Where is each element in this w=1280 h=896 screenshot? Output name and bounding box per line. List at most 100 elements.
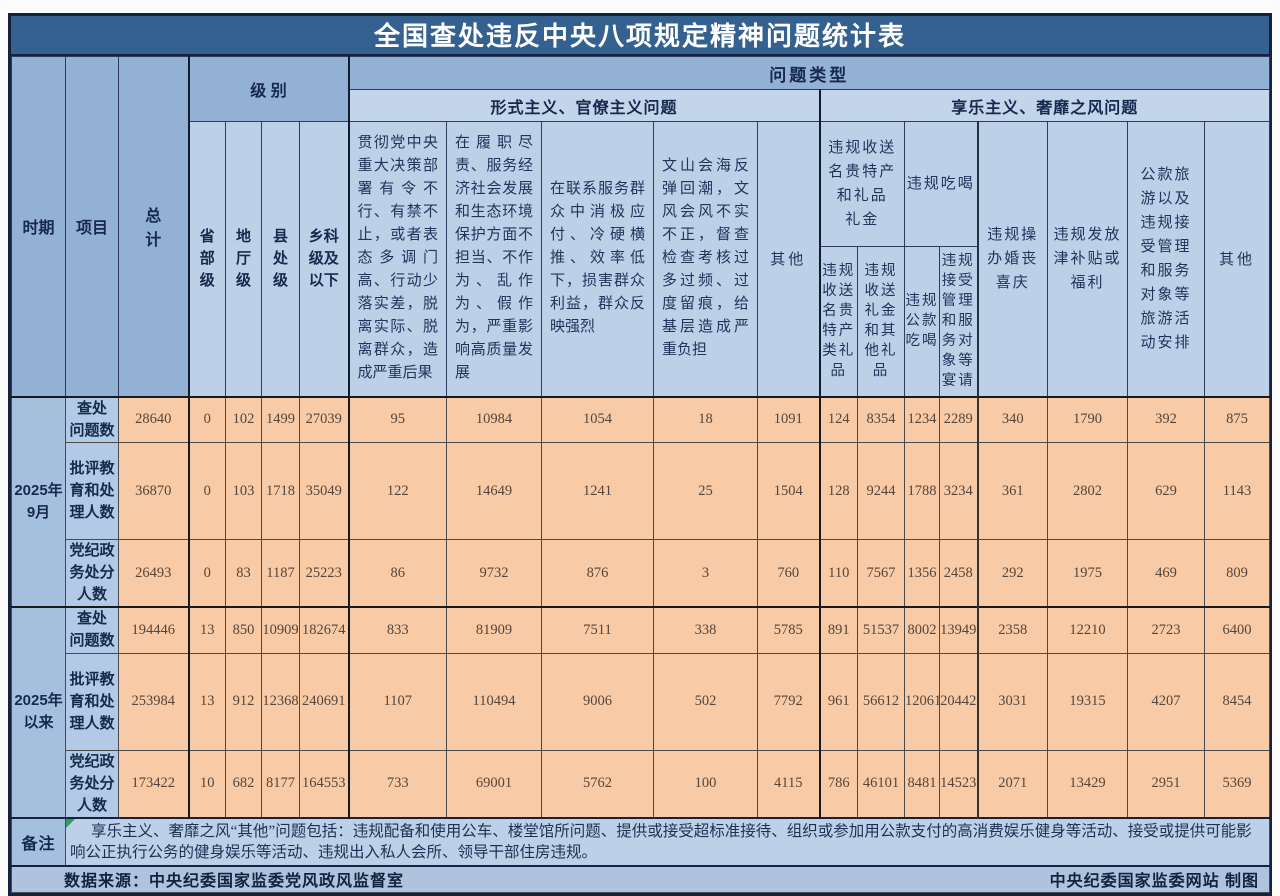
value-cell: 9006	[541, 652, 655, 751]
value-cell: 3	[653, 539, 759, 608]
value-cell: 340	[976, 395, 1049, 443]
item-cell: 党纪政 务处分 人数	[65, 539, 119, 608]
value-cell: 876	[541, 539, 655, 608]
value-cell: 13949	[939, 606, 979, 654]
value-cell: 56612	[857, 652, 906, 751]
value-cell: 1975	[1047, 539, 1129, 608]
value-cell: 27039	[298, 395, 350, 443]
col-header-formalism-3: 在联系服务群众中消极应付、冷硬横推、效率低下，损害群众利益，群众反映强烈	[541, 121, 655, 397]
value-cell: 1054	[541, 395, 655, 443]
value-cell: 338	[653, 606, 759, 654]
value-cell: 1718	[261, 442, 300, 540]
col-header-formalism-other: 其他	[757, 121, 821, 397]
item-cell: 批评教 育和处 理人数	[65, 652, 119, 751]
group-header-problem-type: 问题类型	[347, 56, 1271, 90]
value-cell: 103	[225, 442, 262, 540]
value-cell: 9244	[857, 442, 906, 540]
value-cell: 3031	[976, 652, 1049, 751]
value-cell: 1234	[904, 395, 941, 443]
value-cell: 1356	[904, 539, 941, 608]
note-text: 享乐主义、奢靡之风“其他”问题包括：违规配备和使用公车、楼堂馆所问题、提供或接受…	[70, 822, 1252, 861]
value-cell: 5369	[1204, 749, 1271, 818]
value-cell: 961	[818, 652, 859, 751]
value-cell: 51537	[857, 606, 906, 654]
col-header-allowances: 违规发放 津补贴或 福利	[1047, 121, 1129, 397]
value-cell: 1107	[347, 652, 448, 751]
value-cell: 19315	[1047, 652, 1129, 751]
col-header-hedonism-other: 其他	[1204, 121, 1271, 397]
value-cell: 1143	[1204, 442, 1271, 540]
value-cell: 760	[757, 539, 821, 608]
header-row-4: 违规 收送 名贵 特产 类礼 品 违规 收送 礼金 和其 他礼 品 违规 公款 …	[12, 246, 1270, 397]
value-cell: 2071	[976, 749, 1049, 818]
value-cell: 13	[187, 606, 226, 654]
group-header-level: 级 别	[187, 56, 350, 122]
col-header-specialty-gifts: 违规 收送 名贵 特产 类礼 品	[818, 246, 859, 397]
value-cell: 8454	[1204, 652, 1271, 751]
value-cell: 240691	[298, 652, 350, 751]
value-cell: 1187	[261, 539, 300, 608]
col-header-banquet-invitations: 违规 接受 管理 和服 务对 象等 宴请	[939, 246, 979, 397]
value-cell: 36870	[118, 442, 189, 540]
value-cell: 110494	[446, 652, 543, 751]
period-cell: 2025年 9月	[11, 395, 66, 608]
value-cell: 173422	[118, 749, 189, 818]
value-cell: 833	[347, 606, 448, 654]
cell-corner-marker	[66, 818, 75, 828]
col-header-formalism-2: 在履职尽责、服务经济社会发展和生态环境保护方面不担当、不作为、乱作为、假作为，严…	[446, 121, 543, 397]
value-cell: 0	[187, 539, 226, 608]
value-cell: 8354	[857, 395, 906, 443]
statistics-table: 时期 项目 总 计 级 别 问题类型 形式主义、官僚主义问题 享乐主义、奢靡之风…	[10, 56, 1271, 893]
col-header-cash-gifts: 违规 收送 礼金 和其 他礼 品	[857, 246, 906, 397]
value-cell: 7567	[857, 539, 906, 608]
value-cell: 2951	[1127, 749, 1206, 818]
value-cell: 81909	[446, 606, 543, 654]
value-cell: 102	[225, 395, 262, 443]
group-header-dining: 违规吃喝	[904, 121, 979, 247]
value-cell: 469	[1127, 539, 1206, 608]
value-cell: 1241	[541, 442, 655, 540]
item-cell: 党纪政 务处分 人数	[65, 749, 119, 818]
header-row-1: 时期 项目 总 计 级 别 问题类型	[11, 56, 1271, 397]
value-cell: 10984	[446, 395, 543, 443]
value-cell: 2802	[1047, 442, 1129, 540]
item-cell: 批评教 育和处 理人数	[65, 442, 119, 540]
col-header-period: 时期	[11, 56, 66, 397]
value-cell: 28640	[118, 395, 189, 443]
col-header-public-funds-dining: 违规 公款 吃喝	[904, 246, 941, 397]
value-cell: 110	[818, 539, 859, 608]
note-row: 备注 享乐主义、奢靡之风“其他”问题包括：违规配备和使用公车、楼堂馆所问题、提供…	[11, 816, 1271, 867]
period-cell: 2025年 以来	[11, 606, 66, 818]
value-cell: 875	[1204, 395, 1271, 443]
value-cell: 891	[818, 606, 859, 654]
value-cell: 14649	[446, 442, 543, 540]
table-row: 党纪政 务处分 人数 173422 10 682 8177 164553 733 69001 5…	[12, 749, 1271, 818]
value-cell: 69001	[446, 749, 543, 818]
value-cell: 83	[225, 539, 262, 608]
col-header-township-level: 乡科 级及 以下	[298, 121, 350, 397]
value-cell: 13	[187, 652, 226, 751]
value-cell: 182674	[298, 606, 350, 654]
value-cell: 8177	[261, 749, 300, 818]
value-cell: 292	[976, 539, 1049, 608]
value-cell: 5762	[541, 749, 655, 818]
value-cell: 850	[225, 606, 262, 654]
col-header-county-level: 县 处 级	[261, 121, 300, 397]
table-body: 2025年 9月 查处 问题数 28640 0 102 1499 27039 95 10984 1…	[11, 395, 1271, 818]
data-source-text: 数据来源：中央纪委国家监委党风政风监督室	[64, 873, 405, 891]
value-cell: 809	[1204, 539, 1271, 608]
table-row: 批评教 育和处 理人数 36870 0 103 1718 35049 122 14649 124…	[12, 442, 1271, 540]
header-row-2: 形式主义、官僚主义问题 享乐主义、奢靡之风问题	[12, 89, 1271, 122]
item-cell: 查处 问题数	[65, 606, 119, 654]
value-cell: 86	[347, 539, 448, 608]
value-cell: 13429	[1047, 749, 1129, 818]
value-cell: 10	[187, 749, 226, 818]
table-row: 2025年 以来 查处 问题数 194446 13 850 10909 182674 833 8…	[11, 606, 1271, 818]
value-cell: 164553	[298, 749, 350, 818]
value-cell: 0	[187, 395, 226, 443]
value-cell: 682	[225, 749, 262, 818]
value-cell: 2289	[939, 395, 979, 443]
note-label: 备注	[11, 816, 66, 867]
source-cell: 数据来源：中央纪委国家监委党风政风监督室 中央纪委国家监委网站 制图	[10, 865, 1271, 893]
value-cell: 25	[653, 442, 759, 540]
